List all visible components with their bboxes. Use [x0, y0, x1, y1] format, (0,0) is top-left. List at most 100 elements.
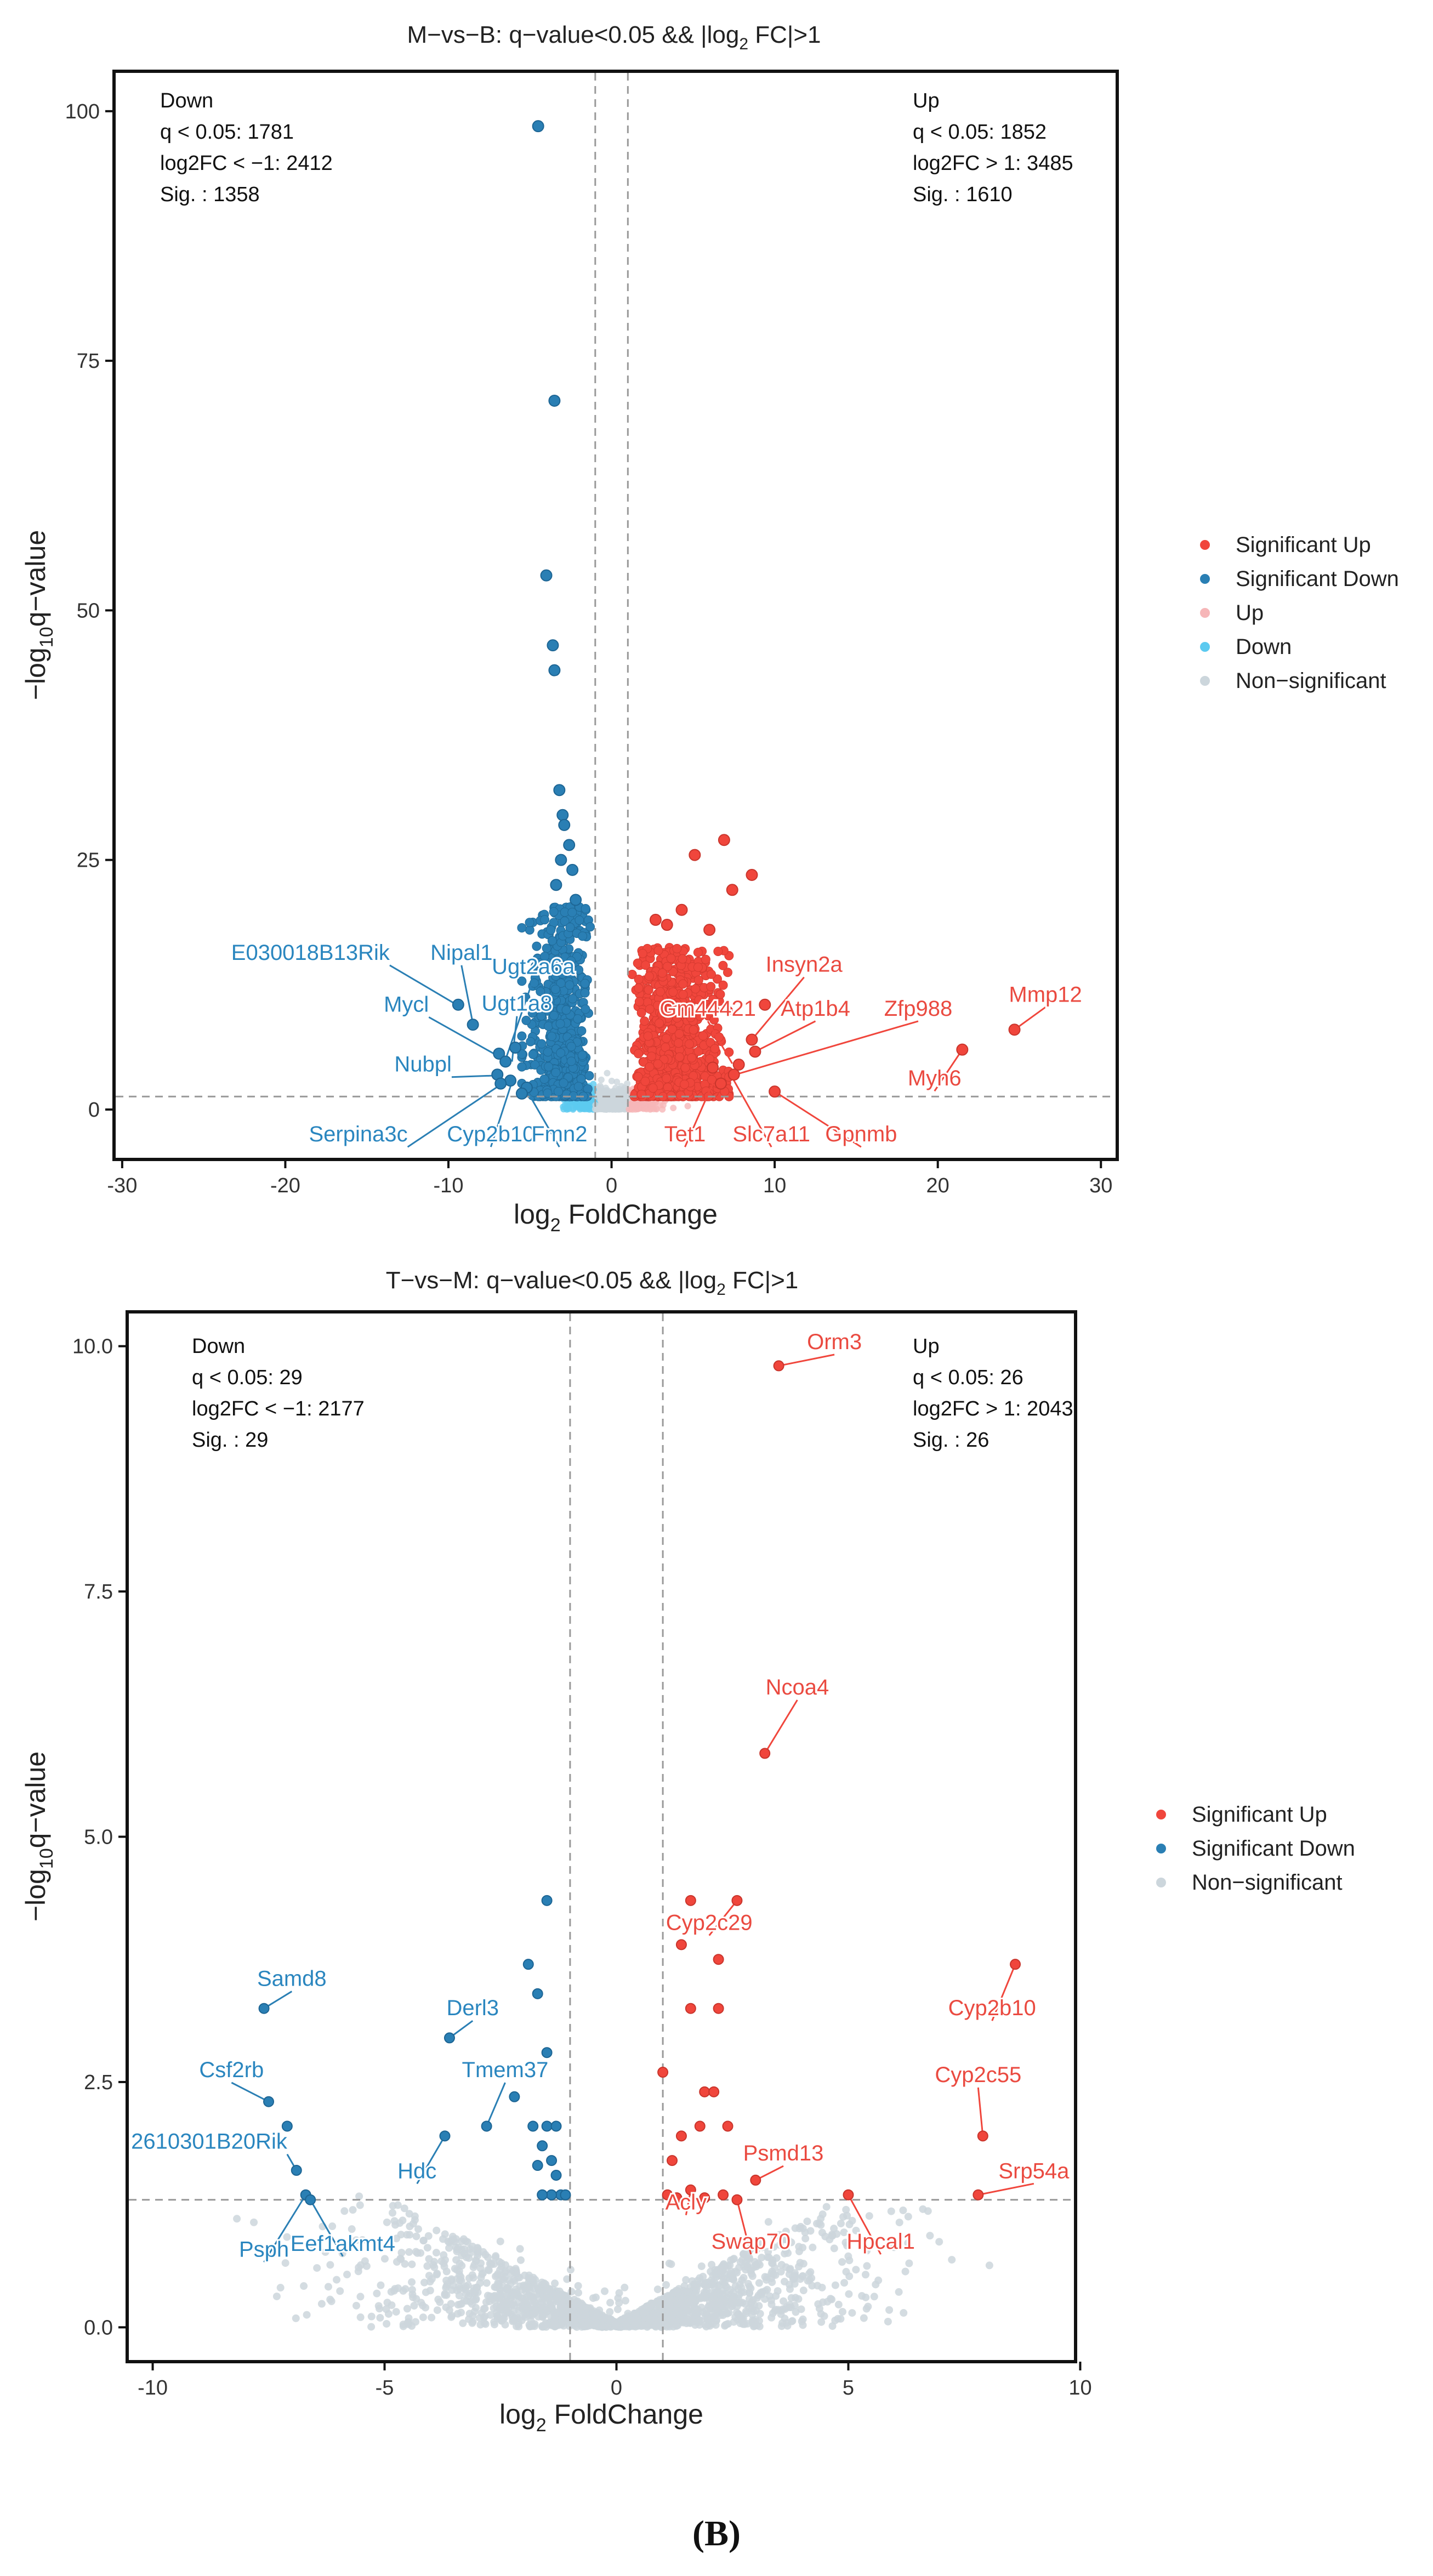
nonsig-point: [684, 2288, 692, 2296]
nonsig-point: [537, 2286, 545, 2294]
label-leader-line: [1014, 1006, 1046, 1031]
sig-down-point: [575, 915, 584, 925]
significant-up-point: [685, 2003, 696, 2014]
gene-label: Hdc: [397, 2159, 436, 2183]
nonsig-point: [791, 2301, 799, 2310]
sig-up-point: [653, 946, 663, 956]
sig-up-point: [706, 982, 716, 992]
stats-down-line: q < 0.05: 1781: [160, 121, 294, 144]
sig-down-point: [526, 1037, 536, 1047]
nonsig-point: [313, 2264, 321, 2272]
label-leader-line: [309, 2199, 344, 2257]
sig-down-point: [550, 985, 560, 994]
nonsig-point: [558, 2317, 566, 2325]
sig-up-point: [708, 994, 718, 1004]
x-tick-label: 0: [606, 1174, 617, 1197]
nonsig-point: [579, 2322, 587, 2330]
x-tick-label: 10: [1068, 2376, 1091, 2399]
nonsig-point: [860, 2314, 868, 2322]
significant-down-point: [527, 2120, 539, 2132]
significant-down-point: [515, 1087, 528, 1100]
nonsig-point: [840, 2279, 849, 2287]
volcano-plot-t-vs-m: T−vs−M: q−value<0.05 && |log2 FC|>1 Orm3…: [20, 1267, 1355, 2436]
significant-down-point: [258, 2003, 270, 2014]
nonsig-point: [432, 2249, 440, 2257]
gene-label: Cyp2c55: [935, 2063, 1021, 2087]
nonsig-point: [554, 2295, 562, 2304]
sig-up-point: [645, 1062, 655, 1072]
label-leader-line: [848, 2194, 882, 2255]
nonsig-point: [720, 2296, 728, 2304]
gene-label: Serpina3c: [309, 1122, 407, 1146]
nonsig-point: [507, 2270, 515, 2278]
nonsig-point: [818, 2283, 826, 2291]
nonsig-point: [355, 2192, 363, 2200]
nonsig-point: [403, 2305, 411, 2313]
nonsig-point: [736, 2258, 744, 2266]
nonsig-point: [551, 2279, 559, 2288]
nonsig-point: [599, 1090, 606, 1097]
sig-up-point: [706, 969, 716, 979]
nonsig-point: [233, 2215, 241, 2223]
nonsig-point: [423, 2262, 431, 2270]
stats-down-line: Down: [192, 1335, 245, 1358]
nonsig-point: [795, 2225, 804, 2233]
y-tick-label: 50: [77, 599, 100, 622]
nonsig-point: [400, 2204, 408, 2213]
nonsig-point: [581, 2311, 589, 2319]
significant-up-point: [667, 2155, 678, 2166]
nonsig-point: [606, 2299, 615, 2307]
x-axis-label: log2 FoldChange: [499, 2399, 703, 2436]
stats-up-line: q < 0.05: 1852: [913, 121, 1047, 144]
significant-down-point: [546, 2189, 558, 2200]
gene-label: Nipal1: [430, 941, 492, 965]
nonsig-point: [574, 2282, 582, 2290]
label-leader-line: [991, 1964, 1016, 2021]
nonsig-point: [503, 2307, 511, 2315]
gene-label: Derl3: [446, 1996, 499, 2020]
nonsig-point: [684, 1102, 691, 1110]
legend-marker: [1156, 1844, 1166, 1853]
significant-down-point: [550, 2120, 562, 2132]
significant-down-point: [305, 2194, 316, 2205]
nonsig-point: [476, 2321, 485, 2329]
sig-down-point: [559, 1078, 568, 1088]
sig-up-point: [668, 987, 678, 997]
nonsig-point: [662, 2281, 670, 2289]
nonsig-point: [492, 2252, 500, 2260]
significant-down-point: [443, 2032, 455, 2044]
nonsig-point: [742, 2251, 750, 2260]
nonsig-point: [794, 2295, 803, 2303]
nonsig-point: [349, 2206, 357, 2214]
plot-frame: [112, 70, 1119, 1161]
sig-down-point: [573, 1082, 583, 1091]
significant-down-point: [509, 1042, 521, 1054]
sig-up-point: [674, 1029, 684, 1039]
nonsig-point: [594, 1093, 601, 1100]
nonsig-point: [469, 2312, 477, 2320]
significant-down-point: [555, 854, 567, 866]
x-tick-label: 10: [763, 1174, 786, 1197]
nonsig-point: [592, 1106, 599, 1113]
significant-down-point: [467, 1019, 479, 1031]
nonsig-point: [496, 2237, 504, 2245]
stats-down-line: log2FC < −1: 2177: [192, 1397, 365, 1420]
gene-label: Cyp2b10: [447, 1122, 534, 1146]
nonsig-point: [340, 2207, 349, 2215]
nonsig-point: [336, 2287, 344, 2295]
nonsig-point: [617, 2316, 625, 2324]
nonsig-point: [547, 2301, 555, 2309]
sig-up-point: [678, 954, 687, 964]
nonsig-point: [712, 2317, 720, 2325]
sig-up-point: [633, 958, 642, 968]
gene-label: Fmn2: [531, 1122, 587, 1146]
nonsig-point: [276, 2284, 285, 2292]
nonsig-point: [468, 2271, 476, 2279]
gene-label: Psmd13: [743, 2141, 824, 2165]
nonsig-point: [624, 2317, 633, 2325]
nonsig-point: [884, 2317, 892, 2325]
